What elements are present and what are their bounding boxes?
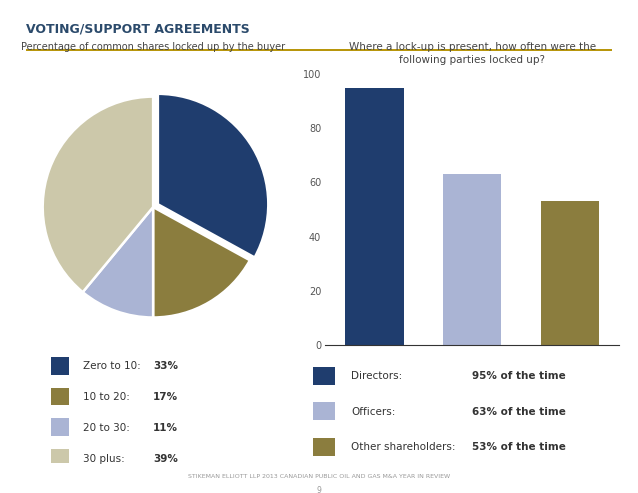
Bar	[313, 402, 335, 420]
Bar	[313, 438, 335, 456]
Wedge shape	[43, 97, 153, 292]
Text: 9: 9	[316, 486, 322, 493]
Text: Other shareholders:: Other shareholders:	[351, 442, 456, 452]
Bar	[443, 174, 501, 345]
Text: VOTING/SUPPORT AGREEMENTS: VOTING/SUPPORT AGREEMENTS	[26, 23, 249, 35]
Wedge shape	[158, 94, 269, 257]
Bar	[345, 87, 404, 345]
Text: Zero to 10:: Zero to 10:	[82, 361, 140, 371]
Wedge shape	[83, 207, 153, 317]
Bar	[51, 449, 69, 467]
Title: Where a lock-up is present, how often were the
following parties locked up?: Where a lock-up is present, how often we…	[348, 41, 596, 65]
Text: 95% of the time: 95% of the time	[472, 371, 566, 381]
Text: Directors:: Directors:	[351, 371, 402, 381]
Text: 63% of the time: 63% of the time	[472, 407, 566, 417]
Bar	[540, 201, 599, 345]
Text: 11%: 11%	[153, 423, 178, 433]
Text: STIKEMAN ELLIOTT LLP 2013 CANADIAN PUBLIC OIL AND GAS M&A YEAR IN REVIEW: STIKEMAN ELLIOTT LLP 2013 CANADIAN PUBLI…	[188, 474, 450, 480]
Text: 33%: 33%	[153, 361, 178, 371]
Bar	[51, 357, 69, 375]
Text: 10 to 20:: 10 to 20:	[82, 392, 130, 402]
FancyBboxPatch shape	[26, 49, 612, 51]
Wedge shape	[153, 207, 250, 317]
Text: 17%: 17%	[153, 392, 178, 402]
Title: Percentage of common shares locked up by the buyer: Percentage of common shares locked up by…	[21, 41, 285, 52]
Text: Officers:: Officers:	[351, 407, 396, 417]
Bar	[51, 419, 69, 436]
Text: 20 to 30:: 20 to 30:	[82, 423, 130, 433]
Text: 30 plus:: 30 plus:	[82, 454, 124, 464]
Bar	[51, 387, 69, 405]
Bar	[313, 367, 335, 385]
Text: 53% of the time: 53% of the time	[472, 442, 566, 452]
Text: 39%: 39%	[153, 454, 178, 464]
